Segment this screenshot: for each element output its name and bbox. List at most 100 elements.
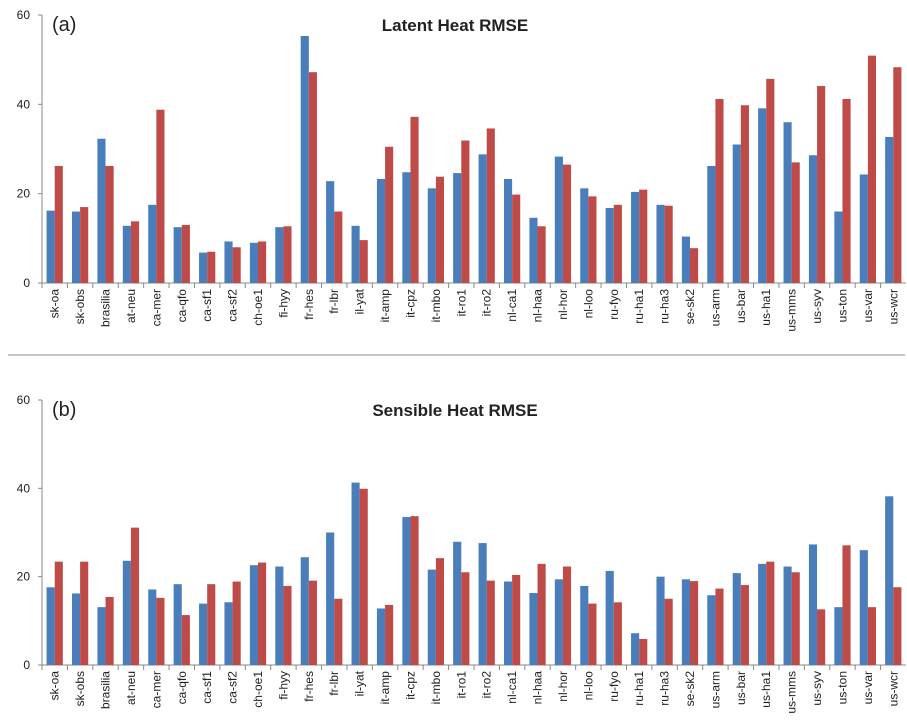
bar — [308, 72, 317, 283]
bar — [461, 572, 470, 665]
x-tick-label: nl-haa — [531, 671, 545, 705]
bar — [842, 98, 851, 284]
x-tick-label: us-wcr — [886, 289, 900, 324]
bar — [842, 545, 851, 665]
x-tick-label: it-cpz — [403, 671, 417, 700]
bar — [588, 196, 597, 283]
bar — [817, 86, 826, 284]
bar — [605, 207, 614, 283]
bar — [326, 532, 335, 665]
bar — [351, 482, 360, 665]
bar — [156, 597, 165, 665]
bar — [486, 128, 495, 283]
x-tick-label: sk-oa — [48, 289, 62, 319]
bar — [249, 242, 258, 283]
panel-label: (b) — [52, 399, 76, 421]
bar — [326, 181, 335, 283]
x-tick-label: fr-hes — [302, 289, 316, 320]
bar — [605, 570, 614, 665]
bar — [681, 236, 690, 283]
chart-title: Latent Heat RMSE — [382, 16, 528, 35]
bar — [334, 598, 343, 665]
bar — [410, 116, 419, 283]
x-tick-label: it-ro2 — [480, 671, 494, 699]
bar — [46, 587, 55, 665]
bar — [249, 565, 258, 665]
x-tick-label: ca-mer — [149, 289, 163, 326]
bar — [631, 633, 640, 665]
bar — [105, 165, 114, 283]
x-tick-label: it-ro1 — [454, 289, 468, 317]
bar — [867, 607, 877, 665]
panel-label: (a) — [52, 14, 76, 36]
bar — [681, 579, 690, 665]
bar — [453, 173, 462, 283]
bar — [71, 211, 81, 283]
bar — [740, 585, 749, 665]
bar — [715, 98, 724, 284]
x-tick-label: ru-ha3 — [658, 289, 672, 324]
bar — [402, 517, 411, 665]
bar — [376, 608, 386, 665]
bar — [664, 598, 673, 665]
y-tick-label: 60 — [17, 8, 31, 22]
y-tick-label: 0 — [23, 276, 30, 290]
x-tick-label: us-syv — [810, 289, 824, 324]
y-tick-label: 20 — [17, 570, 31, 584]
bar — [300, 35, 309, 283]
bar — [54, 561, 63, 665]
x-tick-label: ca-sf1 — [200, 671, 214, 704]
x-tick-label: ca-sf2 — [226, 671, 240, 704]
bar — [783, 122, 792, 283]
bar — [885, 496, 894, 665]
x-tick-label: nl-ca1 — [505, 289, 519, 322]
x-tick-label: ru-ha1 — [632, 671, 646, 706]
bar — [656, 576, 665, 665]
bar — [232, 581, 241, 665]
bar — [554, 579, 563, 665]
bar — [791, 162, 800, 283]
bar — [207, 251, 216, 283]
x-tick-label: nl-hor — [556, 289, 570, 320]
x-tick-label: se-sk2 — [683, 671, 697, 707]
bar — [656, 204, 665, 283]
bar — [562, 164, 572, 283]
bar — [885, 136, 894, 283]
bar — [461, 140, 470, 283]
bar — [232, 247, 241, 283]
bar — [808, 155, 818, 283]
x-tick-label: brasilia — [99, 289, 113, 327]
x-tick-label: us-wcr — [886, 671, 900, 706]
bar — [529, 217, 538, 283]
bar — [410, 516, 419, 665]
x-tick-label: at-neu — [124, 671, 138, 705]
bar — [130, 527, 140, 665]
x-tick-label: nl-loo — [581, 289, 595, 319]
bar — [148, 589, 157, 665]
x-tick-label: us-bar — [734, 671, 748, 705]
y-tick-label: 60 — [17, 393, 31, 407]
bar — [740, 105, 749, 283]
x-tick-label: sk-obs — [73, 289, 87, 324]
bar — [334, 211, 343, 283]
bar — [173, 584, 182, 665]
bar — [97, 607, 106, 665]
bar — [402, 172, 411, 283]
bar — [435, 558, 445, 665]
x-tick-label: us-arm — [708, 289, 722, 326]
x-tick-label: us-ton — [835, 289, 849, 322]
bar — [562, 566, 572, 665]
x-tick-label: us-ha1 — [759, 289, 773, 326]
bar — [359, 240, 368, 283]
x-tick-label: fr-lbr — [327, 289, 341, 314]
bar — [71, 593, 81, 665]
x-tick-label: ca-sf1 — [200, 289, 214, 322]
bar — [859, 550, 868, 665]
x-tick-label: us-mms — [785, 289, 799, 332]
bar — [808, 544, 818, 665]
bar — [80, 561, 89, 665]
bar — [791, 572, 800, 665]
bar — [478, 543, 487, 665]
y-tick-label: 40 — [17, 481, 31, 495]
